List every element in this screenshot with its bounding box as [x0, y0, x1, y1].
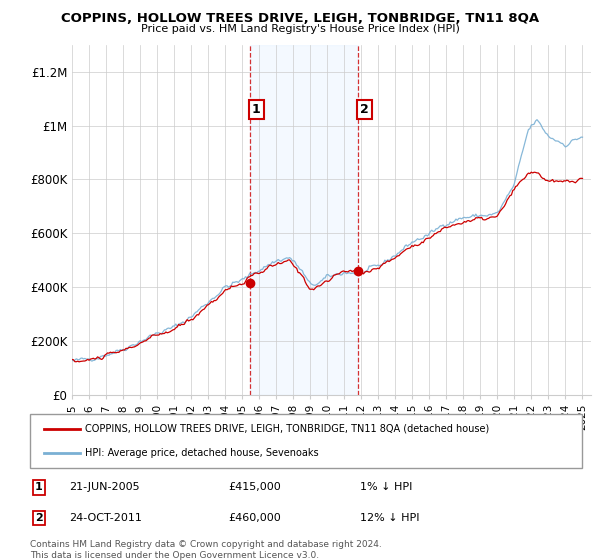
- Text: COPPINS, HOLLOW TREES DRIVE, LEIGH, TONBRIDGE, TN11 8QA: COPPINS, HOLLOW TREES DRIVE, LEIGH, TONB…: [61, 12, 539, 25]
- Text: £415,000: £415,000: [228, 482, 281, 492]
- Text: HPI: Average price, detached house, Sevenoaks: HPI: Average price, detached house, Seve…: [85, 447, 319, 458]
- Text: COPPINS, HOLLOW TREES DRIVE, LEIGH, TONBRIDGE, TN11 8QA (detached house): COPPINS, HOLLOW TREES DRIVE, LEIGH, TONB…: [85, 424, 490, 434]
- Text: £460,000: £460,000: [228, 513, 281, 523]
- Text: 24-OCT-2011: 24-OCT-2011: [69, 513, 142, 523]
- Text: 1: 1: [252, 103, 260, 116]
- Text: 21-JUN-2005: 21-JUN-2005: [69, 482, 140, 492]
- Text: 1: 1: [35, 482, 43, 492]
- Text: 2: 2: [35, 513, 43, 523]
- Text: Price paid vs. HM Land Registry's House Price Index (HPI): Price paid vs. HM Land Registry's House …: [140, 24, 460, 34]
- FancyBboxPatch shape: [30, 414, 582, 468]
- Text: 2: 2: [360, 103, 368, 116]
- Text: 1% ↓ HPI: 1% ↓ HPI: [360, 482, 412, 492]
- Text: 12% ↓ HPI: 12% ↓ HPI: [360, 513, 419, 523]
- Text: Contains HM Land Registry data © Crown copyright and database right 2024.
This d: Contains HM Land Registry data © Crown c…: [30, 540, 382, 560]
- Bar: [250, 45, 358, 395]
